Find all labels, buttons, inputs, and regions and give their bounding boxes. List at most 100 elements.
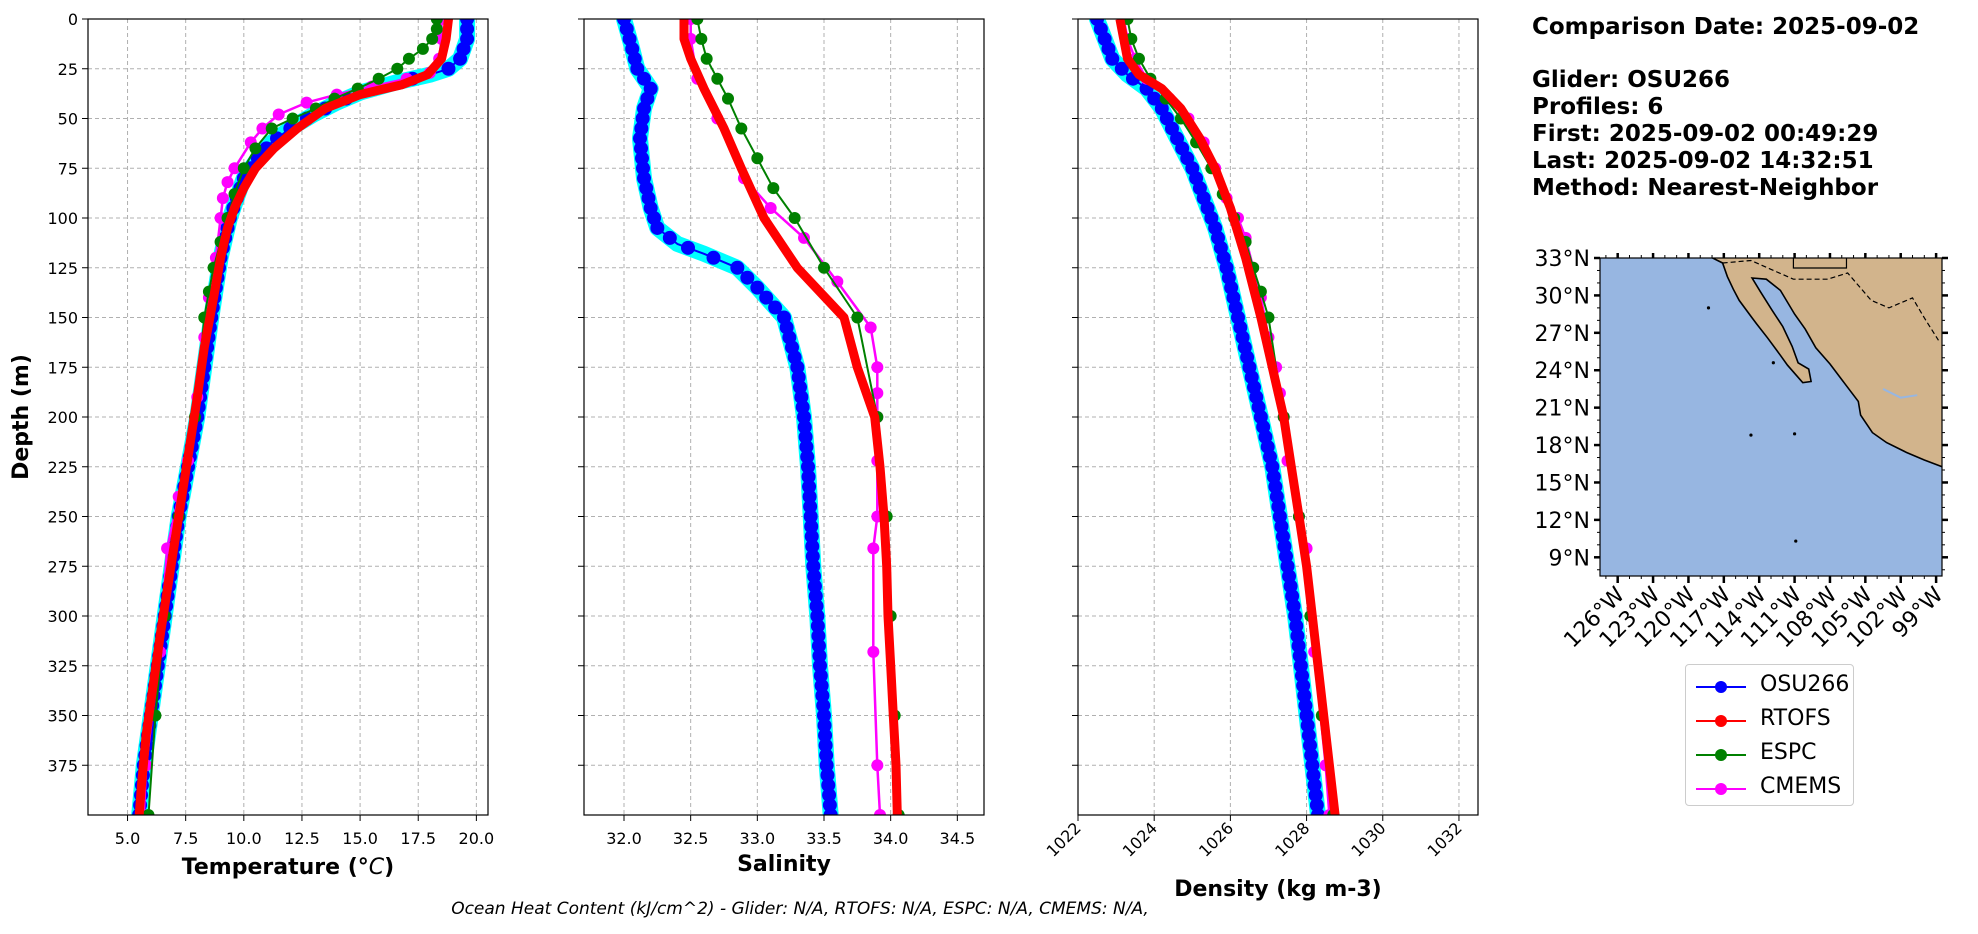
rtofs-line [134, 19, 453, 815]
lat-label: 24°N [1535, 359, 1590, 384]
y-tick-label: 200 [47, 408, 78, 427]
osu266-point [460, 21, 475, 36]
espc-point [767, 182, 780, 195]
osu266-point [662, 230, 677, 245]
y-axis [578, 18, 584, 766]
espc-point [237, 162, 250, 175]
profile-panel-1: 5.0 7.5 10.0 12.5 15.0 17.5 20.0 Temperature (°… [9, 10, 494, 880]
plot-area [616, 19, 905, 815]
y-tick-label: 0 [68, 10, 78, 29]
espc-point [402, 52, 415, 65]
osu266-point [802, 489, 817, 504]
lat-label: 21°N [1535, 397, 1590, 422]
y-tick-label: 50 [58, 110, 78, 129]
espc-point [691, 19, 704, 25]
series-rtofs [134, 19, 453, 815]
x-axis-label: Density (kg m-3) [1174, 877, 1382, 902]
osu266-point [681, 240, 695, 255]
osu266-point [812, 648, 827, 663]
x-tick-label: 1028 [1271, 818, 1313, 860]
osu266-point [811, 638, 826, 653]
espc-point [711, 72, 724, 85]
osu266-point [805, 549, 820, 564]
x-axis-label: Temperature (°C) [182, 855, 394, 880]
lat-label: 33°N [1535, 247, 1590, 272]
osu266-point [706, 250, 721, 265]
osu266-point [730, 260, 745, 275]
legend-marker [1715, 715, 1727, 727]
osu266-point [819, 748, 834, 763]
osu266-point [811, 628, 826, 643]
x-tick-label: 1026 [1195, 818, 1237, 860]
x-tick-label: 1022 [1043, 818, 1085, 860]
x-tick-label: 1024 [1119, 818, 1161, 860]
legend-label: RTOFS [1760, 706, 1831, 731]
x-tick-label: 34.0 [873, 829, 909, 848]
espc-point [788, 212, 801, 224]
legend-marker [1715, 749, 1727, 761]
legend-marker [1715, 783, 1727, 795]
espc-point [372, 72, 385, 85]
osu266-point [650, 220, 665, 235]
y-tick-label: 325 [47, 657, 78, 676]
x-tick-label: 1032 [1424, 818, 1466, 860]
y-axis-label: Depth (m) [9, 354, 34, 480]
x-tick-label: 5.0 [115, 829, 140, 848]
x-tick-label: 32.5 [673, 829, 709, 848]
osu266-point [802, 479, 817, 494]
osu266-point [740, 270, 755, 285]
rtofs-line [1115, 19, 1340, 815]
osu266-point [1105, 51, 1120, 66]
espc-point [735, 122, 748, 135]
lat-label: 15°N [1535, 471, 1590, 496]
x-tick-label: 15.0 [342, 829, 378, 848]
espc-point [751, 152, 764, 165]
grid [88, 18, 488, 815]
cmems-point [256, 122, 269, 135]
lat-label: 30°N [1535, 284, 1590, 309]
espc-point [391, 62, 404, 75]
osu266-point [768, 300, 783, 315]
series-osu266 [132, 19, 475, 815]
legend-marker [1715, 681, 1727, 693]
osu266-point [810, 609, 825, 623]
profile-panel-2: 32.0 32.5 33.0 33.5 34.0 34.5 Salinity [578, 18, 985, 877]
osu266-point [803, 499, 818, 514]
cmems-point [867, 542, 880, 555]
info-first: First: 2025-09-02 00:49:29 [1532, 121, 1879, 147]
x-tick-label: 33.5 [806, 829, 842, 848]
island [1749, 433, 1753, 437]
series-cmems [684, 19, 886, 815]
espc-point [416, 42, 429, 55]
y-tick-label: 75 [58, 159, 78, 178]
legend-label: OSU266 [1760, 672, 1850, 697]
y-tick-label: 25 [58, 60, 78, 79]
osu266-point [818, 738, 833, 753]
lat-label: 27°N [1535, 322, 1590, 347]
map-inset: 33°N30°N27°N24°N21°N18°N15°N12°N9°N126°W… [1535, 247, 1949, 653]
osu266-point [804, 529, 819, 544]
osu266-point [801, 459, 815, 474]
info-last: Last: 2025-09-02 14:32:51 [1532, 148, 1874, 174]
cmems-point [864, 321, 877, 334]
island [1794, 539, 1798, 543]
y-tick-label: 100 [47, 209, 78, 228]
espc-point [430, 22, 443, 35]
espc-point [249, 142, 262, 155]
coastline [1710, 258, 1942, 468]
osu266-point [810, 618, 825, 633]
osu266-point [1311, 808, 1325, 815]
cmems-point [216, 192, 229, 205]
espc-point [430, 19, 443, 25]
x-tick-label: 1030 [1347, 818, 1389, 860]
lat-label: 18°N [1535, 434, 1590, 459]
x-tick-label: 17.5 [400, 829, 436, 848]
cmems-point [874, 809, 886, 815]
x-axis: 5.0 7.5 10.0 12.5 15.0 17.5 20.0 [115, 815, 494, 848]
espc-point [265, 122, 278, 135]
osu266-point [804, 519, 819, 534]
y-tick-label: 375 [47, 756, 78, 775]
x-tick-label: 32.0 [606, 829, 642, 848]
x-tick-label: 10.0 [226, 829, 262, 848]
